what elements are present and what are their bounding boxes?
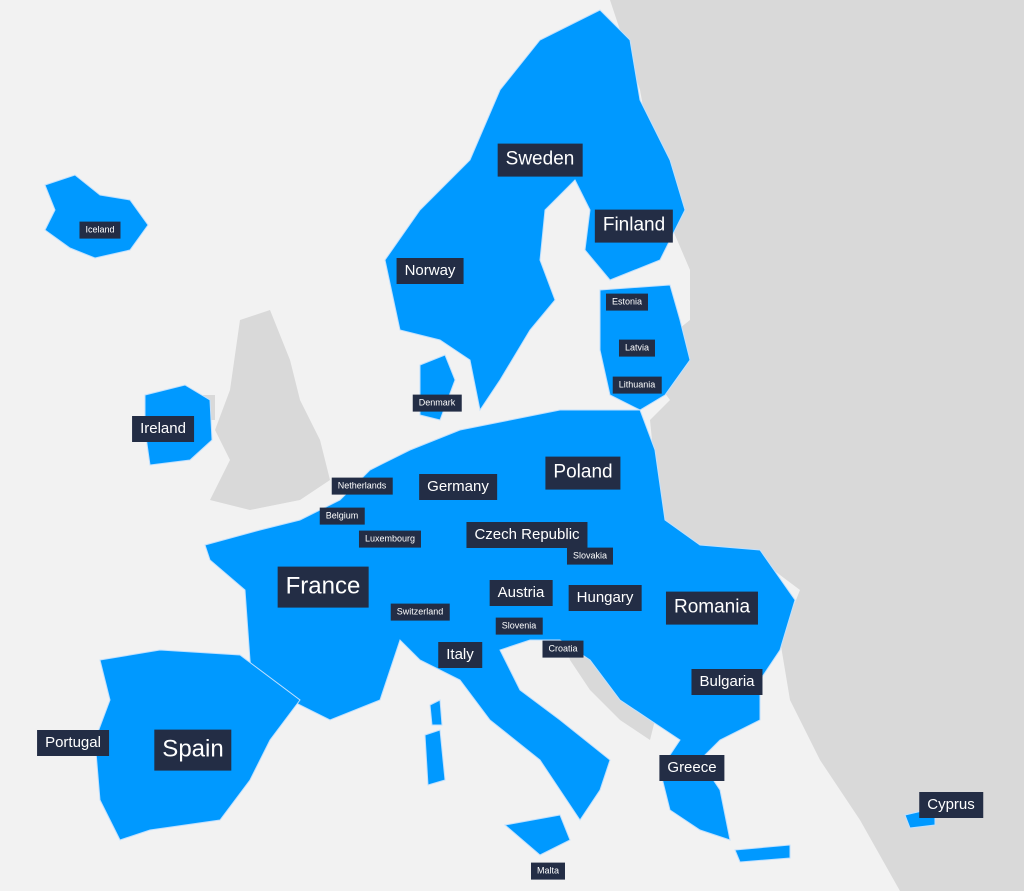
country-label-poland: Poland [545, 456, 621, 490]
crete-shape [734, 844, 791, 863]
country-label-slovakia: Slovakia [566, 547, 614, 565]
country-label-lithuania: Lithuania [612, 376, 662, 394]
country-label-portugal: Portugal [37, 730, 109, 756]
country-label-netherlands: Netherlands [331, 477, 393, 495]
country-label-slovenia: Slovenia [495, 617, 543, 635]
country-label-bulgaria: Bulgaria [691, 669, 763, 695]
country-label-hungary: Hungary [568, 585, 642, 611]
country-label-croatia: Croatia [542, 640, 584, 658]
country-label-ireland: Ireland [132, 416, 194, 442]
country-label-finland: Finland [594, 209, 674, 243]
iceland-shape [44, 174, 149, 259]
country-label-denmark: Denmark [412, 394, 462, 412]
country-label-sweden: Sweden [497, 143, 583, 177]
corsica-shape [429, 699, 443, 726]
country-label-germany: Germany [419, 474, 497, 500]
country-label-romania: Romania [665, 591, 759, 625]
country-label-italy: Italy [438, 642, 482, 668]
country-label-iceland: Iceland [79, 221, 121, 239]
country-label-switzerland: Switzerland [390, 603, 450, 621]
country-label-belgium: Belgium [319, 507, 365, 525]
country-label-malta: Malta [530, 862, 566, 880]
country-label-austria: Austria [489, 580, 553, 606]
country-label-luxembourg: Luxembourg [358, 530, 422, 548]
country-label-norway: Norway [396, 258, 464, 284]
sardinia-shape [424, 729, 446, 786]
scandinavia-shape [384, 9, 686, 412]
country-label-cyprus: Cyprus [919, 792, 983, 818]
country-label-france: France [277, 566, 369, 608]
sicily-shape [503, 814, 571, 856]
country-label-estonia: Estonia [605, 293, 649, 311]
country-label-spain: Spain [154, 729, 232, 771]
country-label-latvia: Latvia [618, 339, 656, 357]
country-label-greece: Greece [659, 755, 725, 781]
country-label-czech: Czech Republic [466, 522, 588, 548]
